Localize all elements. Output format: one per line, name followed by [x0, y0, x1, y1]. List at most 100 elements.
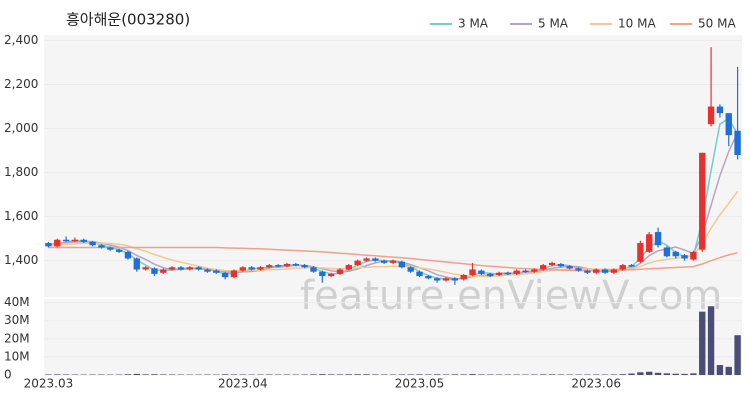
volume-bar — [345, 374, 353, 375]
volume-bar — [460, 374, 467, 375]
volume-bar — [151, 374, 158, 375]
volume-bar — [699, 311, 706, 375]
candle-body — [425, 276, 432, 279]
y-tick-label: 2,400 — [4, 33, 38, 47]
volume-bar — [372, 374, 379, 375]
candle-body — [487, 273, 494, 277]
candle-body — [354, 260, 361, 266]
price-plot-area — [44, 35, 742, 297]
volume-bar — [442, 374, 450, 375]
candle-body — [239, 267, 246, 271]
candle-body — [442, 278, 450, 281]
y-tick-label: 2,000 — [4, 121, 38, 135]
volume-bar — [469, 374, 476, 375]
volume-bar — [681, 373, 688, 375]
legend-label: 5 MA — [538, 17, 569, 31]
volume-plot-area — [44, 299, 742, 375]
volume-bar — [654, 372, 662, 375]
volume-bar — [160, 374, 167, 375]
volume-bar — [380, 374, 388, 375]
candle-body — [327, 273, 335, 277]
candle-body — [601, 269, 609, 273]
volume-bar — [672, 373, 679, 375]
watermark: feature.enViewV.com — [300, 273, 722, 319]
volume-bar — [407, 374, 414, 375]
volume-bar — [62, 374, 70, 375]
candle-body — [654, 232, 662, 246]
candle-body — [513, 270, 520, 274]
candle-body — [107, 247, 114, 250]
candle-body — [672, 251, 679, 257]
volume-bar — [319, 374, 326, 375]
volume-bar — [451, 374, 459, 375]
candle-body — [372, 258, 379, 261]
volume-bar — [548, 374, 556, 375]
candle-body — [734, 130, 741, 155]
candle-body — [380, 260, 388, 263]
volume-bar — [734, 335, 741, 375]
candle-body — [610, 269, 618, 273]
candle-body — [266, 265, 273, 268]
volume-bar — [619, 374, 626, 375]
candle-body — [301, 265, 308, 268]
volume-bar — [124, 374, 132, 375]
y-tick-label: 30M — [4, 313, 30, 327]
candle-body — [45, 243, 52, 247]
candle-body — [478, 270, 485, 274]
candle-body — [584, 270, 591, 273]
candle-body — [89, 241, 96, 246]
candle-body — [504, 272, 512, 275]
y-tick-label: 1,400 — [4, 253, 38, 267]
volume-bar — [557, 374, 565, 375]
candle-body — [637, 243, 644, 262]
candle-body — [292, 263, 299, 266]
x-tick-label: 2023.05 — [395, 377, 445, 391]
volume-bar — [628, 373, 635, 375]
y-tick-label: 20M — [4, 331, 30, 345]
candle-body — [557, 263, 565, 267]
candle-body — [257, 267, 264, 270]
candle-body — [690, 251, 697, 260]
candle-body — [230, 270, 238, 278]
candle-body — [495, 272, 503, 275]
candle-body — [531, 269, 538, 272]
legend-label: 50 MA — [698, 17, 736, 31]
volume-bar — [266, 374, 273, 375]
chart-title: 흥아해운(003280) — [66, 11, 190, 29]
volume-bar — [336, 374, 344, 375]
candle-body — [725, 113, 732, 136]
candle-body — [124, 251, 132, 259]
candle-body — [407, 267, 414, 272]
candle-body — [628, 265, 635, 267]
candle-body — [566, 266, 573, 269]
volume-bar — [354, 374, 361, 375]
candle-body — [433, 278, 441, 281]
x-tick-label: 2023.03 — [24, 377, 74, 391]
volume-bar — [363, 374, 370, 375]
volume-bar — [310, 374, 317, 375]
candle-body — [575, 268, 582, 271]
candle-body — [522, 270, 529, 273]
candle-body — [195, 267, 202, 270]
candle-body — [619, 265, 626, 270]
candle-body — [204, 269, 211, 272]
candle-body — [283, 263, 291, 267]
candle-body — [319, 271, 326, 277]
candle-body — [451, 278, 459, 281]
candle-body — [213, 270, 220, 273]
candle-body — [151, 268, 158, 274]
volume-bar — [690, 373, 697, 375]
y-tick-label: 40M — [4, 295, 30, 309]
x-tick-label: 2023.06 — [571, 377, 621, 391]
candle-body — [469, 269, 476, 275]
volume-bar — [239, 374, 246, 375]
volume-bar — [416, 374, 423, 375]
candle-body — [345, 265, 353, 270]
volume-bar — [663, 373, 671, 375]
volume-bar — [637, 372, 644, 375]
candle-body — [310, 267, 317, 272]
candle-body — [646, 234, 653, 252]
candle-body — [593, 269, 600, 273]
candle-body — [142, 267, 149, 270]
